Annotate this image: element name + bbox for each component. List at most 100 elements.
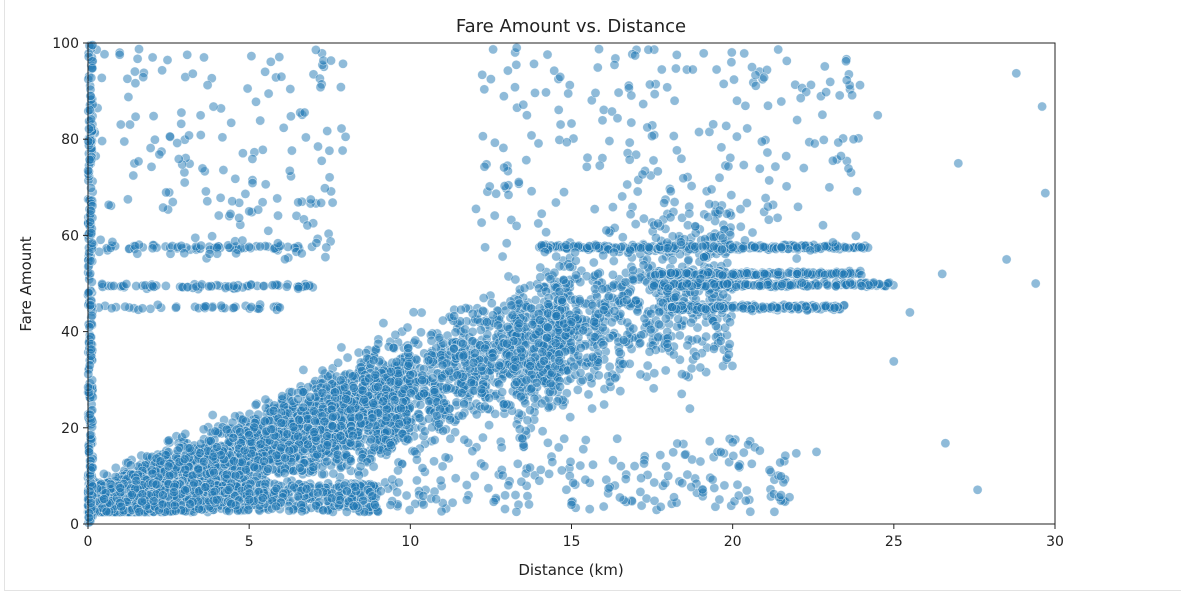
data-point (457, 410, 468, 421)
data-point (653, 332, 663, 343)
data-point (649, 368, 660, 379)
data-point (494, 360, 505, 371)
data-point (587, 403, 597, 414)
data-point (378, 318, 389, 328)
data-point (620, 277, 631, 287)
data-point (715, 335, 726, 346)
data-point (674, 330, 685, 341)
data-point (615, 386, 626, 396)
data-point (388, 342, 399, 353)
data-point (726, 190, 737, 200)
data-point (569, 361, 579, 372)
data-point (662, 338, 673, 349)
data-point (628, 265, 639, 276)
data-point (207, 410, 218, 420)
data-point (695, 362, 706, 373)
data-point (441, 382, 452, 393)
data-point (448, 343, 459, 354)
data-point (450, 327, 461, 338)
data-point (229, 455, 239, 466)
data-point (418, 388, 429, 399)
data-point (477, 305, 488, 316)
data-point (471, 409, 482, 420)
output-frame (4, 0, 1181, 591)
data-point (437, 315, 448, 326)
data-point (456, 388, 467, 398)
data-point (404, 358, 414, 369)
data-point (335, 421, 346, 431)
data-point (477, 432, 488, 443)
data-point (545, 274, 556, 284)
data-point (322, 456, 332, 467)
data-point (279, 468, 290, 478)
data-point (551, 251, 562, 262)
data-point (551, 311, 562, 321)
data-point (587, 300, 598, 311)
data-point (525, 361, 536, 371)
data-point (565, 412, 576, 422)
data-point (537, 347, 548, 358)
data-point (604, 332, 615, 343)
data-point (723, 349, 734, 360)
data-point (522, 415, 533, 426)
data-point (476, 384, 487, 395)
data-point (328, 468, 339, 479)
data-point (558, 274, 569, 285)
data-point (646, 308, 656, 319)
data-point (630, 219, 641, 229)
data-point (164, 470, 175, 481)
data-point (484, 420, 494, 430)
data-point (294, 462, 305, 473)
data-point (391, 356, 402, 367)
data-point (423, 355, 434, 366)
data-point (468, 385, 479, 396)
data-point (172, 445, 183, 456)
data-point (449, 311, 459, 321)
data-point (492, 320, 503, 331)
data-point (557, 295, 567, 305)
data-point (550, 338, 561, 348)
data-point (514, 424, 525, 435)
data-point (521, 375, 532, 386)
data-point (497, 251, 508, 262)
data-point (725, 317, 735, 328)
data-point (588, 257, 599, 268)
data-point (457, 338, 468, 349)
data-point (692, 334, 702, 345)
data-point (237, 457, 247, 468)
data-point (506, 300, 517, 311)
data-point (536, 398, 547, 409)
data-point (727, 360, 738, 371)
data-point (555, 381, 565, 392)
data-point (475, 325, 486, 335)
data-point (599, 399, 609, 410)
data-point (250, 399, 261, 410)
data-point (593, 268, 603, 279)
data-point (333, 357, 343, 368)
data-point (608, 269, 618, 280)
data-point (543, 299, 553, 309)
data-point (677, 369, 687, 379)
data-point (408, 307, 419, 318)
data-point (610, 373, 620, 383)
data-point (589, 316, 600, 327)
data-point (724, 339, 735, 349)
data-point (575, 295, 585, 306)
data-point (545, 378, 556, 389)
data-point (221, 424, 232, 435)
data-point (593, 370, 604, 381)
data-point (618, 335, 629, 345)
data-point (533, 337, 544, 348)
data-point (410, 335, 421, 346)
data-point (180, 428, 191, 439)
data-point (110, 462, 121, 473)
data-point (417, 375, 428, 385)
data-point (654, 307, 665, 318)
data-point (578, 325, 589, 336)
data-point (537, 426, 548, 437)
data-point (669, 197, 680, 207)
data-point (684, 208, 695, 219)
data-point (260, 394, 271, 405)
data-point (478, 293, 489, 303)
data-point (415, 399, 426, 410)
